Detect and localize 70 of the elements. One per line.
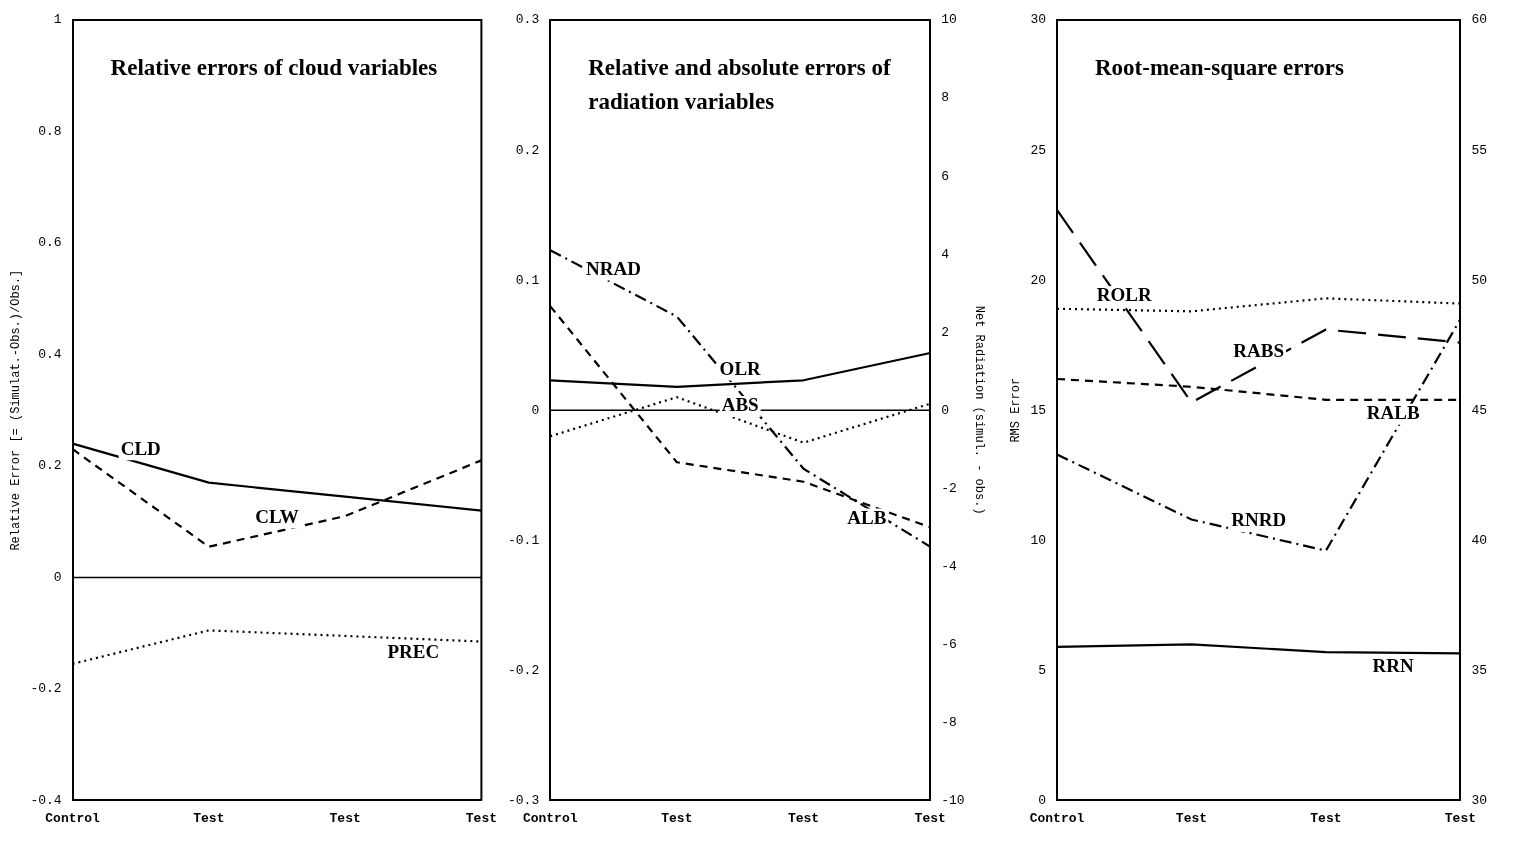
y-tick-label: -0.2 (507, 662, 540, 678)
x-tick-label: Test (465, 811, 498, 827)
y2-tick-label: -10 (941, 792, 965, 808)
x-tick-label: Control (45, 811, 101, 827)
series-label: ROLR (1096, 284, 1152, 306)
y-axis-title: Relative Error [= (Simulat.-Obs.)/Obs.] (9, 269, 24, 551)
y-axis-title: RMS Error (1009, 377, 1024, 443)
y2-tick-label: 45 (1471, 402, 1488, 418)
y2-tick-label: -8 (941, 714, 957, 730)
series-label: CLD (120, 437, 161, 459)
y2-tick-label: 30 (1471, 792, 1488, 808)
y-tick-label: -0.1 (507, 532, 540, 548)
y-tick-label: 0.4 (38, 346, 62, 362)
x-tick-label: Test (1310, 811, 1342, 827)
y-tick-label: 0.2 (38, 458, 62, 474)
y2-tick-label: 2 (941, 324, 950, 340)
x-tick-label: Control (522, 811, 578, 827)
y2-tick-label: 35 (1471, 662, 1488, 678)
series-label: OLR (719, 357, 762, 379)
y-tick-label: 1 (53, 12, 62, 28)
text: Root-mean-square errors (1095, 55, 1344, 81)
y2-tick-label: 4 (941, 246, 950, 262)
y-tick-label: 10 (1030, 532, 1046, 548)
series-label: NRAD (586, 257, 641, 279)
y2-tick-label: 8 (941, 90, 950, 106)
y-tick-label: 0.6 (38, 235, 62, 251)
y2-tick-label: 50 (1471, 272, 1488, 288)
x-tick-label: Test (329, 811, 361, 827)
y-tick-label: 0.1 (515, 272, 540, 288)
y2-axis-title: Net Radiation (simul. - obs.) (971, 305, 986, 515)
x-tick-label: Control (1029, 811, 1085, 827)
y2-tick-label: 0 (941, 402, 950, 418)
y-tick-label: 15 (1030, 402, 1046, 418)
y-tick-label: 0 (531, 402, 540, 418)
y-tick-label: -0.2 (30, 681, 62, 697)
x-tick-label: Test (193, 811, 225, 827)
x-tick-label: Test (787, 811, 820, 827)
x-tick-label: Test (661, 811, 693, 827)
y-tick-label: 0.2 (515, 142, 540, 158)
y2-tick-label: -4 (941, 558, 957, 574)
y2-tick-label: 6 (941, 168, 950, 184)
y-tick-label: 0 (53, 569, 62, 585)
x-tick-label: Test (914, 811, 946, 827)
y2-tick-label: 60 (1471, 12, 1488, 28)
y-tick-label: -0.3 (507, 792, 540, 808)
y2-tick-label: 40 (1471, 532, 1488, 548)
y-tick-label: 0.8 (38, 123, 62, 139)
series-label: RNRD (1231, 509, 1287, 531)
y-tick-label: -0.4 (30, 792, 62, 808)
y2-tick-label: 10 (941, 12, 957, 28)
y-tick-label: 30 (1030, 12, 1046, 28)
y-tick-label: 0.3 (515, 12, 540, 28)
series-label: RABS (1233, 340, 1285, 362)
series-label: CLW (255, 505, 299, 527)
y2-tick-label: -2 (941, 480, 957, 496)
y-tick-label: 0 (1038, 792, 1046, 808)
x-tick-label: Test (1175, 811, 1208, 827)
y2-tick-label: 55 (1471, 142, 1488, 158)
text: Relative errors of cloud variables (110, 55, 438, 81)
text: Relative and absolute errors of radiation variables (588, 55, 891, 115)
y-tick-label: 20 (1030, 272, 1046, 288)
series-label: ABS (721, 394, 759, 416)
series-label: ALB (847, 506, 887, 528)
series-label: RALB (1366, 402, 1420, 424)
series-label: PREC (387, 641, 440, 663)
y-tick-label: 5 (1038, 662, 1046, 678)
y2-tick-label: -6 (941, 636, 957, 652)
y-tick-label: 25 (1030, 142, 1046, 158)
series-label: RRN (1372, 655, 1415, 677)
x-tick-label: Test (1444, 811, 1477, 827)
